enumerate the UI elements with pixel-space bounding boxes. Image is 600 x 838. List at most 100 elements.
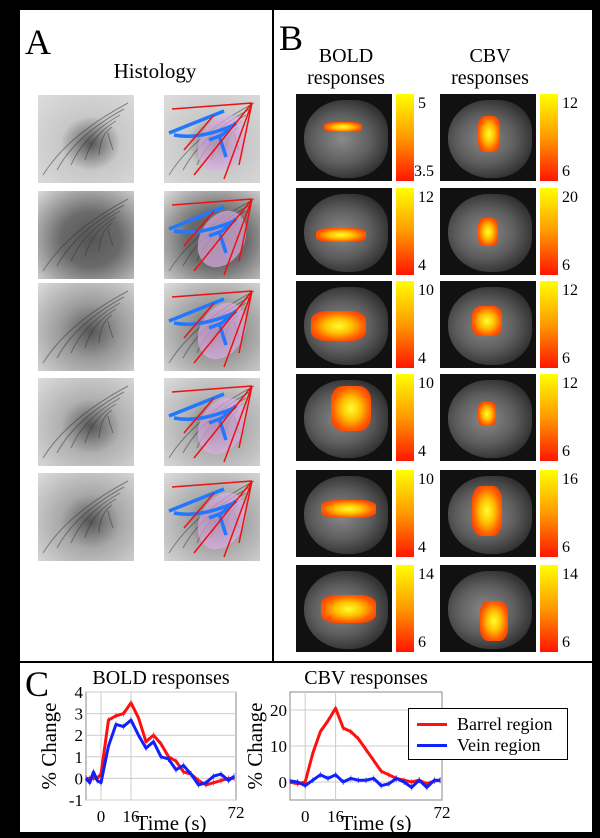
y-tick-label: 4 bbox=[75, 683, 84, 702]
cbv-colorbar bbox=[540, 470, 558, 557]
cbv-colorbar bbox=[540, 565, 558, 652]
y-axis-label: % Change bbox=[243, 703, 267, 790]
cbv-activation-map bbox=[440, 565, 536, 652]
cbv-colorbar bbox=[540, 374, 558, 461]
cbv-colorbar-max: 20 bbox=[562, 189, 578, 206]
bold-colorbar-min: 4 bbox=[418, 257, 426, 274]
activation-blob bbox=[478, 402, 496, 426]
x-tick-label: 72 bbox=[228, 803, 245, 822]
bold-colorbar bbox=[396, 470, 414, 557]
cbv-colorbar-min: 6 bbox=[562, 257, 570, 274]
x-axis-label: Time (s) bbox=[136, 811, 207, 832]
histology-title: Histology bbox=[113, 59, 197, 83]
chart-title: BOLD responses bbox=[92, 667, 229, 689]
y-tick-label: 3 bbox=[75, 705, 84, 724]
bold-colorbar-min: 4 bbox=[418, 539, 426, 556]
panel-a-label: A bbox=[25, 22, 51, 62]
bold-colorbar bbox=[396, 281, 414, 368]
bold-colorbar bbox=[396, 374, 414, 461]
cbv-header-line2: responses bbox=[451, 67, 529, 89]
histology-annotated-image bbox=[164, 191, 260, 279]
vein-overlay bbox=[168, 205, 238, 254]
activation-blob bbox=[478, 116, 500, 152]
cbv-colorbar-max: 12 bbox=[562, 375, 578, 392]
panel-c-label: C bbox=[25, 664, 50, 704]
y-axis-label: % Change bbox=[37, 703, 61, 790]
legend-item-vein: Vein region bbox=[417, 735, 540, 755]
vein-overlay bbox=[168, 297, 238, 346]
histology-annotated-image bbox=[164, 473, 260, 561]
x-tick-label: 72 bbox=[434, 803, 451, 822]
histology-image bbox=[38, 473, 134, 561]
activation-blob bbox=[480, 601, 508, 641]
figure-frame: A Histology B BOLD responses CBV respons… bbox=[20, 10, 592, 832]
x-tick-label: 0 bbox=[97, 807, 106, 826]
cbv-activation-map bbox=[440, 470, 536, 557]
cbv-colorbar-min: 6 bbox=[562, 163, 570, 180]
legend-label-vein: Vein region bbox=[457, 735, 541, 755]
x-tick-label: 16 bbox=[123, 807, 140, 826]
bold-colorbar-min: 4 bbox=[418, 443, 426, 460]
y-tick-label: 10 bbox=[270, 737, 287, 756]
bold-colorbar bbox=[396, 565, 414, 652]
y-tick-label: 0 bbox=[279, 773, 288, 792]
legend-item-barrel: Barrel region bbox=[417, 714, 552, 734]
legend-swatch-vein bbox=[417, 743, 447, 747]
activation-blob bbox=[324, 122, 362, 132]
artery-overlay bbox=[171, 102, 253, 180]
activation-blob bbox=[321, 500, 376, 518]
bold-colorbar-max: 10 bbox=[418, 471, 434, 488]
chart-title: CBV responses bbox=[304, 667, 428, 689]
x-axis-label: Time (s) bbox=[341, 811, 412, 832]
bold-colorbar-max: 12 bbox=[418, 189, 434, 206]
cbv-colorbar-max: 16 bbox=[562, 471, 578, 488]
x-tick-label: 0 bbox=[301, 807, 310, 826]
bold-colorbar-max: 10 bbox=[418, 282, 434, 299]
cbv-activation-map bbox=[440, 281, 536, 368]
x-tick-label: 16 bbox=[327, 807, 344, 826]
bold-colorbar-min: 4 bbox=[418, 350, 426, 367]
cbv-activation-map bbox=[440, 374, 536, 461]
cbv-header-line1: CBV bbox=[469, 45, 511, 67]
bold-header-line2: responses bbox=[307, 67, 385, 89]
bold-activation-map bbox=[296, 281, 392, 368]
y-tick-label: 0 bbox=[75, 769, 84, 788]
brain-slice bbox=[304, 100, 388, 178]
panel-b-label: B bbox=[279, 18, 304, 58]
bold-activation-map bbox=[296, 470, 392, 557]
chart-0: -1 0 1 2 3 4 0 16 72 BOLD responses Time (s) % Chan… bbox=[37, 667, 245, 832]
activation-blob bbox=[331, 386, 371, 431]
cbv-colorbar bbox=[540, 94, 558, 181]
histology-image bbox=[38, 378, 134, 466]
activation-blob bbox=[321, 595, 376, 623]
vein-overlay bbox=[168, 487, 238, 536]
response-charts: -1 0 1 2 3 4 0 16 72 BOLD responses Time (s) % Chan… bbox=[37, 667, 451, 832]
histology-annotated-image bbox=[164, 378, 260, 466]
cbv-header: CBV responses bbox=[440, 45, 540, 89]
cbv-activation-map bbox=[440, 188, 536, 275]
bold-colorbar-max: 10 bbox=[418, 375, 434, 392]
cbv-colorbar bbox=[540, 188, 558, 275]
artery-overlay bbox=[171, 290, 253, 368]
activation-blob bbox=[316, 228, 366, 242]
cbv-colorbar-min: 6 bbox=[562, 350, 570, 367]
bold-colorbar-max: 14 bbox=[418, 566, 434, 583]
histology-annotated-image bbox=[164, 283, 260, 371]
bold-colorbar-min: 3.5 bbox=[414, 163, 434, 180]
bold-colorbar bbox=[396, 94, 414, 181]
bold-colorbar-min: 6 bbox=[418, 634, 426, 651]
y-tick-label: -1 bbox=[69, 791, 83, 810]
y-tick-label: 2 bbox=[75, 726, 84, 745]
activation-blob bbox=[311, 311, 366, 341]
bold-colorbar-max: 5 bbox=[418, 95, 426, 112]
bold-activation-map bbox=[296, 94, 392, 181]
cbv-colorbar-max: 14 bbox=[562, 566, 578, 583]
cbv-activation-map bbox=[440, 94, 536, 181]
cbv-colorbar-min: 6 bbox=[562, 443, 570, 460]
histology-image bbox=[38, 283, 134, 371]
bold-colorbar bbox=[396, 188, 414, 275]
chart-legend: Barrel region Vein region bbox=[408, 708, 568, 760]
activation-blob bbox=[472, 306, 502, 336]
bold-activation-map bbox=[296, 374, 392, 461]
cbv-colorbar-max: 12 bbox=[562, 282, 578, 299]
